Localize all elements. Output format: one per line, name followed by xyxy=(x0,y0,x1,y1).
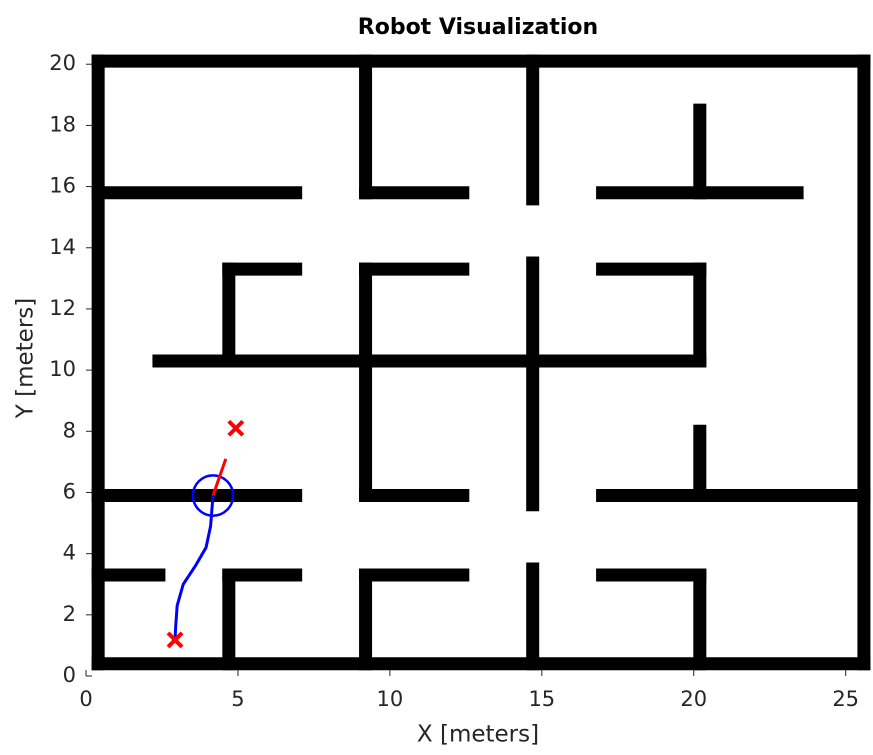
x-tick-label: 25 xyxy=(832,687,859,711)
start-marker xyxy=(166,631,184,649)
y-tick-label: 12 xyxy=(49,296,76,320)
y-tick-label: 4 xyxy=(63,541,76,565)
y-tick-label: 14 xyxy=(49,235,76,259)
y-tick-label: 20 xyxy=(49,51,76,75)
goal-marker xyxy=(227,419,245,437)
robot-heading xyxy=(211,458,228,497)
x-tick-label: 15 xyxy=(528,687,555,711)
y-axis-label: Y [meters] xyxy=(13,298,39,419)
y-tick-label: 2 xyxy=(63,602,76,626)
x-axis-label: X [meters] xyxy=(417,722,539,748)
x-tick-label: 20 xyxy=(680,687,707,711)
chart-title: Robot Visualization xyxy=(358,15,598,40)
x-tick-label: 10 xyxy=(377,687,404,711)
y-tick-label: 10 xyxy=(49,357,76,381)
y-tick-label: 16 xyxy=(49,174,76,198)
y-tick-label: 18 xyxy=(49,112,76,136)
x-tick-label: 0 xyxy=(79,687,92,711)
robot-path xyxy=(173,495,215,640)
y-tick-label: 0 xyxy=(63,663,76,687)
y-tick-label: 6 xyxy=(63,479,76,503)
y-tick-label: 8 xyxy=(63,418,76,442)
robot-body xyxy=(191,474,235,517)
x-tick-label: 5 xyxy=(231,687,244,711)
